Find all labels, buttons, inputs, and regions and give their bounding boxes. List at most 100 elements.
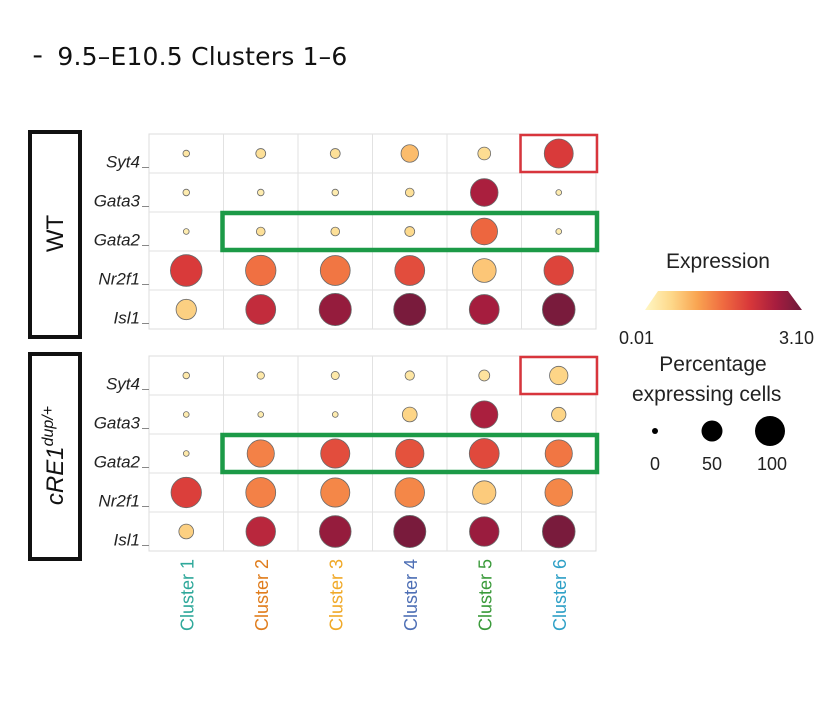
chart-title: ╴ 9.5–E10.5 Clusters 1–6 — [34, 42, 348, 71]
colorbar-min-label: 0.01 — [619, 328, 654, 348]
dot — [255, 148, 267, 159]
dot — [245, 254, 277, 287]
expression-legend: Expression 0.01 3.10 — [619, 250, 814, 348]
cluster-label: Cluster 6 — [550, 559, 570, 631]
dot — [404, 226, 416, 237]
panel-label: cRE1dup/+ — [40, 406, 69, 505]
dot — [551, 406, 567, 423]
gene-label: Nr2f1 — [98, 270, 140, 289]
gene-label: Gata3 — [94, 414, 141, 433]
dot — [331, 411, 339, 418]
size-legend-dot — [701, 420, 723, 442]
dot — [245, 516, 276, 547]
dot — [544, 439, 573, 468]
highlight-box — [519, 355, 599, 396]
colorbar — [645, 291, 802, 310]
dot — [470, 400, 499, 429]
highlight-box — [220, 210, 600, 253]
dot — [400, 144, 419, 163]
cluster-label: Cluster 4 — [401, 559, 421, 631]
size-legend-label: 0 — [650, 454, 660, 474]
dot — [401, 406, 418, 423]
dot — [477, 146, 492, 161]
dot — [319, 255, 351, 286]
gene-label: Gata2 — [94, 231, 141, 250]
dot — [170, 254, 203, 287]
dot — [182, 411, 190, 418]
dot — [555, 228, 563, 235]
gene-label: Nr2f1 — [98, 492, 140, 511]
cluster-label: Cluster 3 — [326, 559, 346, 631]
size-legend-dot — [652, 428, 658, 434]
dot — [331, 188, 339, 197]
panel-label-box — [28, 130, 82, 339]
dot — [246, 439, 275, 468]
size-legend-label: 100 — [757, 454, 787, 474]
dot — [320, 477, 351, 508]
dot — [395, 438, 425, 469]
dot — [469, 516, 500, 547]
panel-label-box — [28, 352, 82, 561]
dot — [468, 294, 500, 325]
dot — [543, 255, 574, 286]
cluster-label: Cluster 1 — [177, 559, 197, 631]
colorbar-max-label: 3.10 — [779, 328, 814, 348]
dot — [394, 255, 426, 286]
dot — [555, 189, 563, 196]
dot — [470, 178, 499, 207]
dot — [549, 365, 569, 386]
highlight-box — [220, 432, 600, 475]
cluster-label: Cluster 2 — [252, 559, 272, 631]
dot — [182, 188, 190, 197]
size-legend-dot — [755, 416, 785, 446]
highlight-box — [519, 133, 599, 174]
dot — [393, 515, 427, 548]
panel-cre1: Syt4 Gata3 Gata2 Nr2f1 Isl1 cRE1dup/+ — [28, 352, 597, 561]
expression-legend-title: Expression — [666, 250, 770, 273]
dot — [542, 292, 576, 327]
dot — [404, 370, 415, 381]
dot — [470, 217, 498, 246]
dot — [330, 226, 341, 237]
dot — [394, 477, 425, 508]
dot — [319, 515, 352, 548]
dot — [544, 478, 573, 507]
dot — [182, 371, 190, 380]
dot — [329, 148, 341, 159]
dot — [182, 450, 190, 457]
size-legend-title: expressing cells — [632, 383, 781, 406]
dot — [318, 293, 352, 326]
gene-label: Gata3 — [94, 192, 141, 211]
dot — [245, 477, 277, 508]
cluster-label: Cluster 5 — [475, 559, 495, 631]
size-legend: Percentage expressing cells 0 50 100 — [632, 353, 787, 474]
panel-wt: Syt4 Gata3 Gata2 Nr2f1 Isl1 WT — [28, 130, 597, 339]
size-legend-title: Percentage — [659, 353, 766, 376]
dot — [178, 523, 195, 540]
dot — [182, 149, 190, 158]
gene-label: Syt4 — [106, 153, 140, 172]
dot — [468, 438, 500, 469]
gene-label: Isl1 — [114, 531, 140, 550]
dot — [255, 226, 266, 237]
dot — [542, 514, 576, 549]
dot — [472, 480, 497, 505]
dot — [245, 294, 277, 325]
dot — [256, 371, 265, 380]
dot — [257, 411, 265, 418]
dot — [393, 293, 427, 326]
dot — [175, 298, 197, 321]
dot — [182, 228, 190, 235]
size-legend-label: 50 — [702, 454, 722, 474]
gene-label: Gata2 — [94, 453, 141, 472]
dot — [404, 187, 415, 198]
dot — [257, 188, 265, 197]
dot — [170, 476, 202, 509]
dot — [478, 369, 491, 382]
dot — [320, 438, 351, 469]
dot — [471, 258, 497, 283]
dot — [543, 138, 574, 169]
panel-label: WT — [42, 215, 69, 253]
dot — [330, 371, 340, 380]
